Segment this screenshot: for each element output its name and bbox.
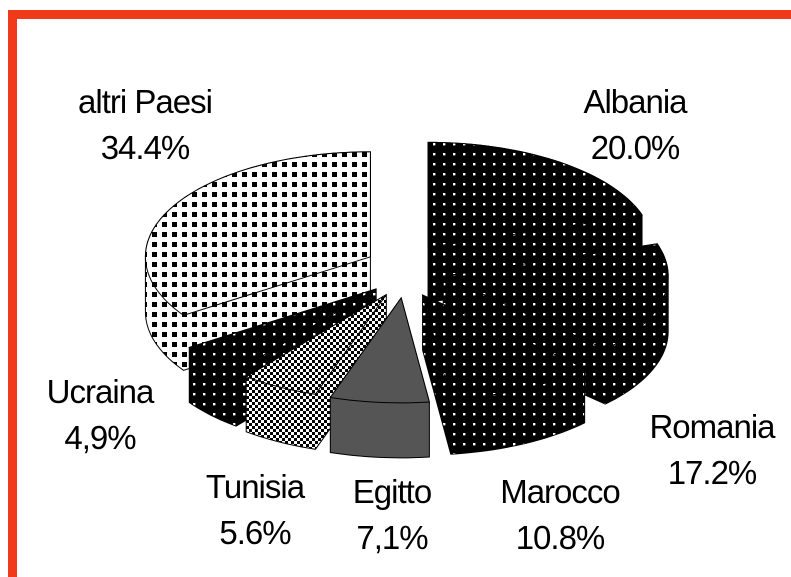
category-label: Ucraina — [46, 372, 155, 410]
slice-top — [188, 288, 377, 372]
category-label: Romania — [649, 407, 775, 445]
category-label: Egitto — [352, 472, 432, 510]
slice-top — [421, 294, 586, 400]
value-label: 10.8% — [515, 519, 606, 556]
category-label: altri Paesi — [78, 82, 213, 120]
slice-top — [329, 296, 431, 404]
pie-slice — [245, 293, 387, 450]
slice-label: Marocco 10.8% — [485, 469, 635, 561]
slice-top — [144, 151, 371, 316]
slice-label: Ucraina 4,9% — [25, 369, 175, 461]
slice-label: Romania 17.2% — [637, 404, 787, 496]
slice-label: Tunisia 5.6% — [180, 464, 330, 556]
category-label: Albania — [583, 82, 687, 120]
category-label: Tunisia — [205, 467, 305, 505]
value-label: 34.4% — [100, 129, 191, 166]
value-label: 20.0% — [590, 129, 681, 166]
slice-top — [245, 294, 387, 395]
pie-slice — [329, 296, 431, 459]
slice-label: Albania 20.0% — [560, 79, 710, 171]
slice-label: altri Paesi 34.4% — [70, 79, 220, 171]
pie-slice — [441, 243, 669, 405]
frame — [8, 10, 791, 577]
slice-label: Egitto 7,1% — [317, 469, 467, 561]
value-label: 4,9% — [64, 419, 136, 456]
slice-top — [427, 141, 643, 248]
value-label: 17.2% — [667, 454, 758, 491]
value-label: 5.6% — [219, 514, 291, 551]
pie-slice — [421, 294, 586, 455]
value-label: 7,1% — [356, 519, 428, 556]
slice-top — [441, 243, 669, 350]
category-label: Marocco — [500, 472, 621, 510]
